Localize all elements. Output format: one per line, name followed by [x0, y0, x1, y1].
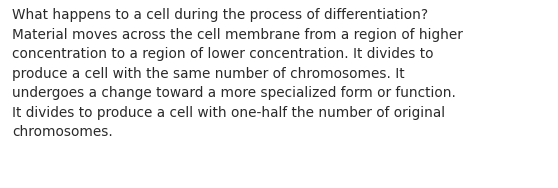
Text: What happens to a cell during the process of differentiation?
Material moves acr: What happens to a cell during the proces…: [12, 8, 463, 139]
